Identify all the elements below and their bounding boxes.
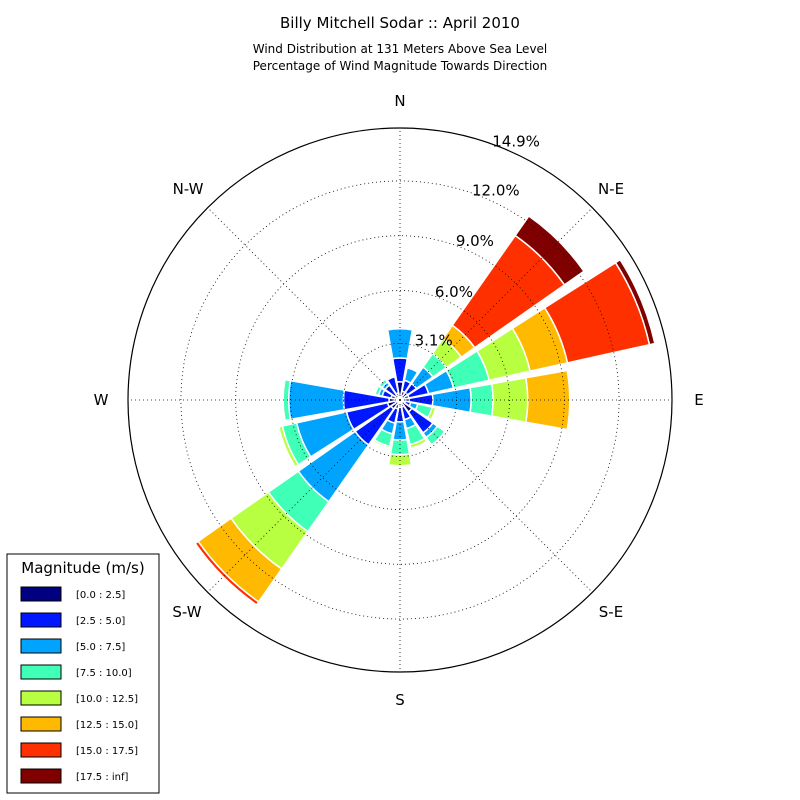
legend-title: Magnitude (m/s) <box>21 559 144 577</box>
legend-label-6: [15.0 : 17.5] <box>76 746 138 757</box>
legend: Magnitude (m/s) [0.0 : 2.5] [2.5 : 5.0] [5… <box>6 553 160 794</box>
legend-label-3: [7.5 : 10.0] <box>76 668 132 679</box>
legend-label-5: [12.5 : 15.0] <box>76 720 138 731</box>
legend-swatch-3 <box>20 664 62 680</box>
wind-bar-dir-202.5-bin-4 <box>372 438 391 450</box>
grid-spoke-315 <box>207 207 401 401</box>
wind-bar-dir-22.5-bin-2 <box>403 367 419 385</box>
legend-swatch-2 <box>20 638 62 654</box>
wind-bar-dir-270-bin-3 <box>282 378 292 422</box>
polar-grid <box>128 128 672 672</box>
radial-tick-label-1: 6.0% <box>435 283 473 301</box>
legend-label-7: [17.5 : inf] <box>76 772 129 783</box>
legend-swatch-0 <box>20 586 62 602</box>
wind-bar-dir-90-bin-5 <box>524 369 571 431</box>
wind-bar-dir-90-bin-3 <box>469 382 494 418</box>
direction-label-nw: N-W <box>173 180 204 198</box>
wind-bars <box>194 215 656 606</box>
chart-subtitle-line-2: Percentage of Wind Magnitude Towards Dir… <box>253 59 547 73</box>
wind-bar-dir-90-bin-4 <box>490 376 529 424</box>
direction-label-se: S-E <box>599 603 623 621</box>
direction-label-n: N <box>394 92 405 110</box>
radial-tick-label-3: 12.0% <box>472 182 520 200</box>
chart-subtitle-line-1: Wind Distribution at 131 Meters Above Se… <box>253 42 548 56</box>
legend-label-1: [2.5 : 5.0] <box>76 616 125 627</box>
direction-label-s: S <box>395 691 405 709</box>
wind-bar-dir-157.5-bin-4 <box>408 437 428 450</box>
legend-swatch-4 <box>20 690 62 706</box>
legend-label-0: [0.0 : 2.5] <box>76 590 125 601</box>
legend-swatch-5 <box>20 716 62 732</box>
polar-outer-circle <box>127 127 673 673</box>
chart-title: Billy Mitchell Sodar :: April 2010 <box>280 14 520 32</box>
wind-bar-dir-112.5-bin-4 <box>426 406 437 421</box>
legend-label-2: [5.0 : 7.5] <box>76 642 125 653</box>
grid-circle-1 <box>290 290 510 510</box>
grid-circle-3 <box>180 180 620 620</box>
direction-label-sw: S-W <box>172 603 201 621</box>
radial-tick-labels: 3.1% 6.0% 9.0% 12.0% 14.9% <box>415 133 540 350</box>
wind-bar-dir-225-bin-6 <box>194 540 260 606</box>
wind-bar-dir-180-bin-4 <box>387 453 413 467</box>
direction-label-ne: N-E <box>598 180 624 198</box>
wind-bar-dir-45-bin-7 <box>514 215 585 286</box>
legend-items: [0.0 : 2.5] [2.5 : 5.0] [5.0 : 7.5] [7.5 : … <box>20 586 138 784</box>
radial-tick-label-4: 14.9% <box>492 133 540 151</box>
direction-label-e: E <box>694 391 703 409</box>
wind-bar-dir-315-bin-3 <box>378 378 389 389</box>
radial-tick-label-0: 3.1% <box>415 332 453 350</box>
legend-swatch-1 <box>20 612 62 628</box>
wind-bar-dir-135-bin-3 <box>425 425 446 446</box>
wind-bar-dir-337.5-bin-1 <box>386 375 400 395</box>
radial-tick-label-2: 9.0% <box>456 232 494 250</box>
legend-swatch-7 <box>20 768 62 784</box>
legend-label-4: [10.0 : 12.5] <box>76 694 138 705</box>
wind-bar-dir-67.5-bin-7 <box>614 258 656 346</box>
direction-label-w: W <box>94 391 109 409</box>
wind-bar-dir-292.5-bin-3 <box>374 385 383 397</box>
legend-swatch-6 <box>20 742 62 758</box>
wind-bar-dir-247.5-bin-4 <box>277 425 300 468</box>
